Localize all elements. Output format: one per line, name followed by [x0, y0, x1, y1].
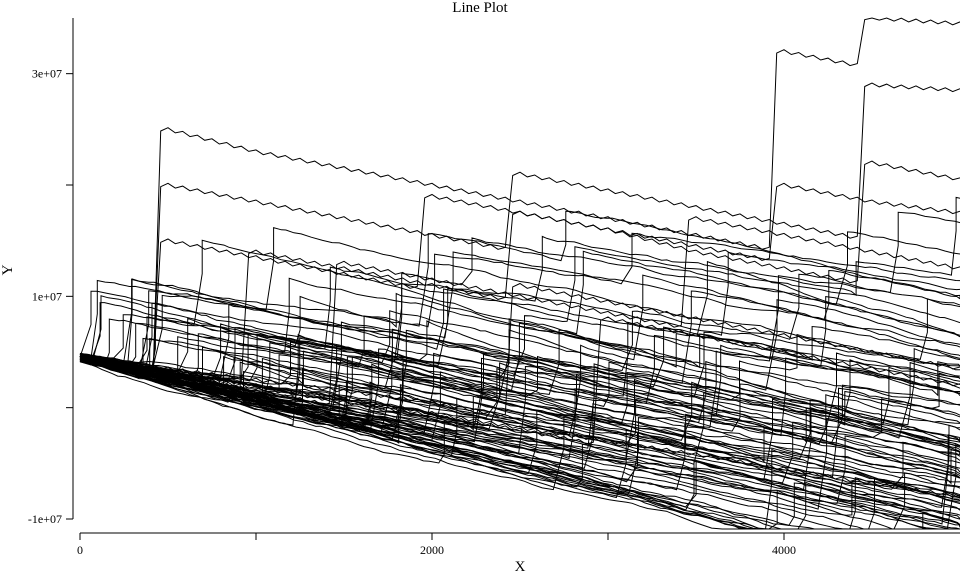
series-line [79, 290, 960, 424]
series-line [79, 353, 960, 530]
series-line [79, 353, 960, 530]
y-tick-label: 3e+07 [32, 67, 62, 81]
series-line [79, 356, 960, 530]
series-line [79, 310, 960, 426]
series-line [79, 282, 960, 417]
series-line [79, 338, 960, 469]
series-line [79, 342, 960, 473]
series-line [79, 302, 960, 424]
y-axis-ticks: -1e+07 1e+07 3e+07 [28, 67, 73, 526]
x-axis-ticks: 0 2000 4000 [77, 533, 796, 557]
series-line [79, 232, 960, 367]
y-tick-label: -1e+07 [28, 512, 62, 526]
y-axis-title: Y [0, 264, 16, 275]
series-line [79, 231, 960, 382]
series-line [79, 210, 960, 385]
series-line [79, 250, 960, 413]
series-line [79, 279, 960, 397]
chart-title: Line Plot [452, 0, 508, 16]
series-line [79, 355, 960, 501]
series-line [79, 346, 960, 498]
series-line [79, 277, 960, 393]
x-tick-label: 0 [77, 543, 83, 557]
series-line [79, 357, 960, 491]
series-line [79, 355, 960, 530]
series-lines [79, 17, 960, 530]
series-line [79, 260, 960, 434]
series-line [79, 82, 960, 373]
series-line [79, 239, 960, 441]
x-axis-title: X [515, 559, 526, 575]
series-line [79, 355, 960, 479]
series-line [79, 354, 960, 525]
series-line [79, 282, 960, 380]
series-line [79, 356, 960, 505]
y-tick-label: 1e+07 [32, 289, 62, 303]
series-line [79, 269, 960, 425]
series-line [79, 360, 960, 510]
x-tick-label: 4000 [772, 543, 796, 557]
series-line [79, 226, 960, 372]
series-line [79, 288, 960, 367]
series-line [79, 303, 960, 426]
series-line [79, 196, 960, 385]
x-tick-label: 2000 [420, 543, 444, 557]
series-line [79, 352, 960, 443]
series-line [79, 353, 960, 443]
series-line [79, 359, 960, 510]
series-line [79, 361, 960, 530]
series-line [79, 299, 960, 432]
series-line [79, 17, 960, 373]
